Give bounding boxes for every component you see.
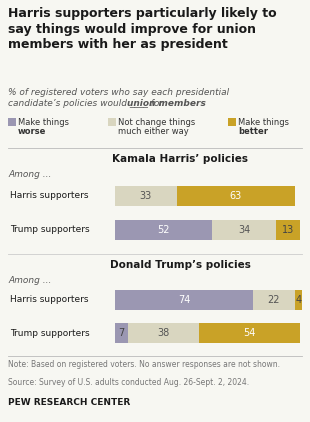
Bar — [177, 186, 294, 206]
Text: Harris supporters: Harris supporters — [10, 295, 88, 305]
Text: union members: union members — [127, 99, 206, 108]
Text: 38: 38 — [157, 328, 170, 338]
Text: 4: 4 — [295, 295, 301, 305]
Text: better: better — [238, 127, 268, 136]
Text: Donald Trump’s policies: Donald Trump’s policies — [109, 260, 250, 270]
Bar — [108, 118, 116, 126]
Text: Make things: Make things — [238, 118, 289, 127]
Bar — [8, 118, 16, 126]
Text: Not change things: Not change things — [118, 118, 195, 127]
Bar — [115, 186, 177, 206]
Text: PEW RESEARCH CENTER: PEW RESEARCH CENTER — [8, 398, 130, 407]
Text: 22: 22 — [268, 295, 280, 305]
Bar — [128, 323, 199, 343]
Text: Harris supporters particularly likely to
say things would improve for union
memb: Harris supporters particularly likely to… — [8, 7, 277, 51]
Text: 13: 13 — [282, 225, 294, 235]
Text: 52: 52 — [157, 225, 170, 235]
Text: 54: 54 — [243, 328, 256, 338]
Bar — [115, 290, 253, 310]
Text: Trump supporters: Trump supporters — [10, 225, 90, 235]
Text: Harris supporters: Harris supporters — [10, 192, 88, 200]
Bar — [253, 290, 294, 310]
Text: Among ...: Among ... — [8, 170, 51, 179]
Bar — [212, 220, 276, 240]
Text: much either way: much either way — [118, 127, 189, 136]
Text: 7: 7 — [118, 328, 125, 338]
Text: Make things: Make things — [18, 118, 69, 127]
Text: Source: Survey of U.S. adults conducted Aug. 26-Sept. 2, 2024.: Source: Survey of U.S. adults conducted … — [8, 378, 249, 387]
Text: 63: 63 — [229, 191, 242, 201]
Text: 74: 74 — [178, 295, 190, 305]
Text: 34: 34 — [238, 225, 250, 235]
Bar — [276, 220, 300, 240]
Bar — [115, 220, 212, 240]
Bar — [294, 290, 302, 310]
Bar — [228, 118, 236, 126]
Text: Kamala Harris’ policies: Kamala Harris’ policies — [112, 154, 248, 164]
Text: Among ...: Among ... — [8, 276, 51, 285]
Text: Note: Based on registered voters. No answer responses are not shown.: Note: Based on registered voters. No ans… — [8, 360, 280, 369]
Text: 33: 33 — [140, 191, 152, 201]
Text: worse: worse — [18, 127, 46, 136]
Bar — [115, 323, 128, 343]
Text: Trump supporters: Trump supporters — [10, 328, 90, 338]
Text: % of registered voters who say each presidential
candidate’s policies would ____: % of registered voters who say each pres… — [8, 88, 229, 108]
Bar — [199, 323, 300, 343]
